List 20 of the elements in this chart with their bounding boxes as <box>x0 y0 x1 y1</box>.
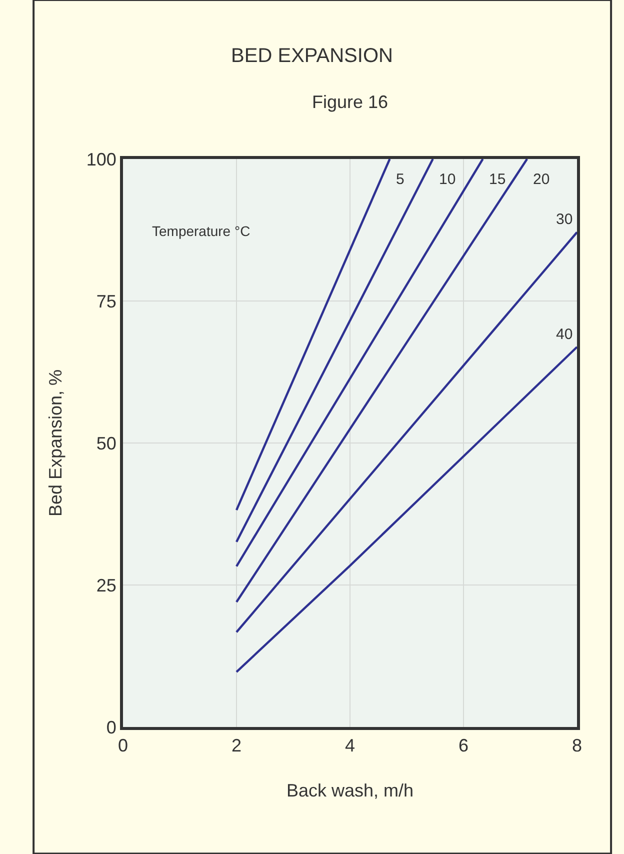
series-label: 5 <box>396 171 404 188</box>
y-tick-label: 100 <box>86 149 116 170</box>
chart-title: BED EXPANSION <box>231 45 393 67</box>
chart-subtitle: Figure 16 <box>312 92 388 112</box>
series-label: 10 <box>439 171 456 188</box>
x-tick-label: 2 <box>231 736 242 756</box>
y-tick-label: 25 <box>96 575 116 596</box>
y-tick-label: 0 <box>106 717 116 738</box>
y-axis-title: Bed Expansion, % <box>46 369 66 517</box>
x-axis-title: Back wash, m/h <box>286 780 414 801</box>
x-tick-label: 8 <box>572 736 582 756</box>
annotation: Temperature °C <box>152 223 250 239</box>
x-tick-label: 6 <box>458 736 469 756</box>
y-tick-label: 50 <box>96 433 116 454</box>
series-label: 30 <box>556 211 573 228</box>
series-label: 15 <box>489 171 506 188</box>
series-label: 20 <box>533 171 550 188</box>
y-tick-label: 75 <box>96 291 116 312</box>
series-label: 40 <box>556 326 573 343</box>
x-tick-label: 4 <box>344 736 356 756</box>
